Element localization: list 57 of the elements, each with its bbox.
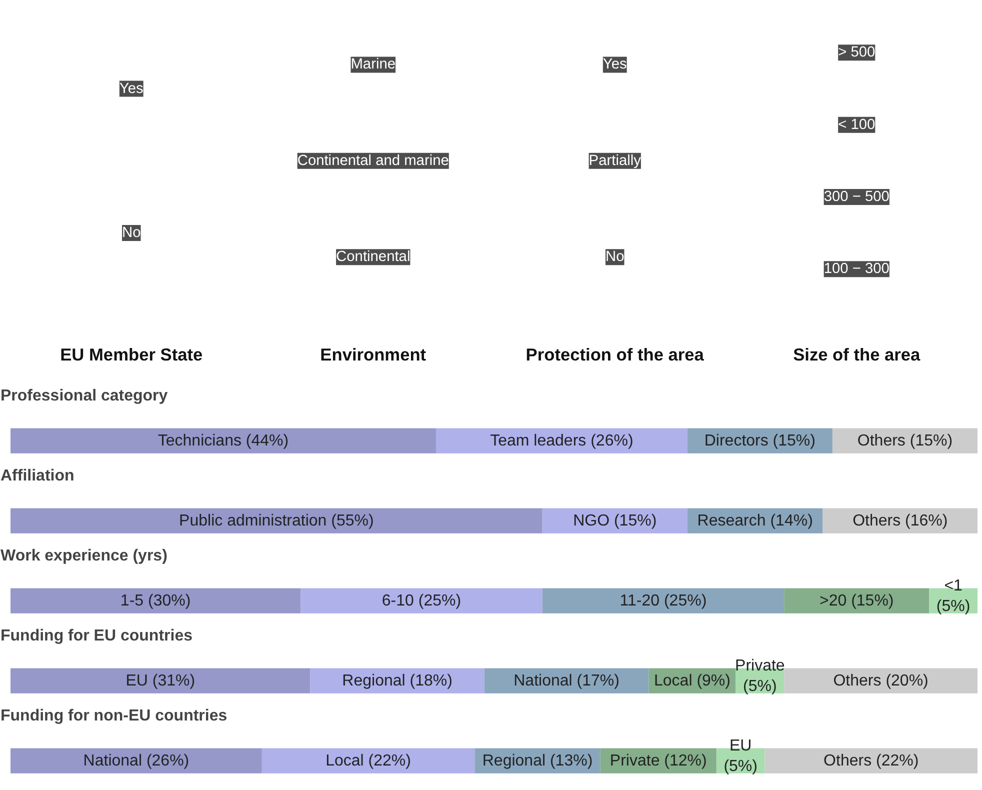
data-label: EU (5%) (724, 737, 758, 775)
bar (10, 508, 542, 534)
text: No (606, 249, 624, 266)
text: Partially (588, 152, 641, 169)
bar (784, 588, 930, 614)
data-label: Private (12%) (610, 752, 707, 770)
category-label: EU Member State (60, 344, 203, 364)
text: Continental and marine (297, 152, 449, 169)
data-label: >20 (15%) (819, 592, 894, 610)
data-label: Local (9%) (654, 672, 730, 690)
data-label: 6-10 (25%) (382, 592, 462, 610)
data-label: Local (22%) (326, 752, 411, 770)
text: 100 − 300 (824, 261, 890, 278)
bar (300, 588, 542, 614)
bar (784, 668, 978, 694)
data-label: Regional (18%) (342, 672, 452, 690)
data-label: Directors (15%) (704, 432, 816, 450)
text: > 500 (838, 44, 876, 61)
chart-title: Funding for non-EU countries (0, 708, 228, 724)
data-label: Others (22%) (824, 752, 919, 770)
text: Yes (119, 80, 144, 97)
data-label: Research (14%) (697, 512, 813, 530)
data-label: 11-20 (25%) (620, 592, 707, 610)
data-label: Others (16%) (852, 512, 948, 530)
data-label: Private (5%) (735, 657, 785, 695)
data-label: Others (20%) (833, 672, 928, 690)
data-label: NGO (15%) (573, 512, 657, 530)
category-label: Size of the area (793, 344, 921, 364)
data-label: <1 (5%) (936, 577, 970, 615)
data-label: Regional (13%) (482, 752, 593, 770)
data-label: Public administration (55%) (179, 512, 374, 530)
data-label: Technicians (44%) (158, 432, 289, 450)
bar (10, 588, 301, 614)
data-label: Others (15%) (857, 432, 953, 450)
bar (262, 748, 475, 774)
text: Marine (350, 56, 396, 73)
chart-title: Affiliation (0, 468, 74, 484)
category-label: Protection of the area (526, 344, 704, 364)
text: 300 − 500 (824, 188, 890, 205)
bar (10, 428, 436, 454)
text: Continental (336, 249, 410, 266)
chart-title: Funding for EU countries (0, 628, 193, 644)
text: Yes (602, 56, 627, 73)
data-label: National (26%) (83, 752, 190, 770)
bar (764, 748, 978, 774)
data-label: Team leaders (26%) (490, 432, 634, 450)
chart-title: Professional category (0, 388, 168, 404)
bar (542, 588, 784, 614)
text: No (122, 225, 141, 242)
chart-title: Work experience (yrs) (0, 548, 168, 564)
data-label: 1-5 (30%) (120, 592, 191, 610)
category-label: Environment (320, 344, 426, 364)
bar (10, 748, 262, 774)
data-label: National (17%) (514, 672, 620, 690)
data-label: EU (31%) (126, 672, 196, 690)
bar (10, 668, 310, 694)
text: < 100 (838, 116, 876, 133)
